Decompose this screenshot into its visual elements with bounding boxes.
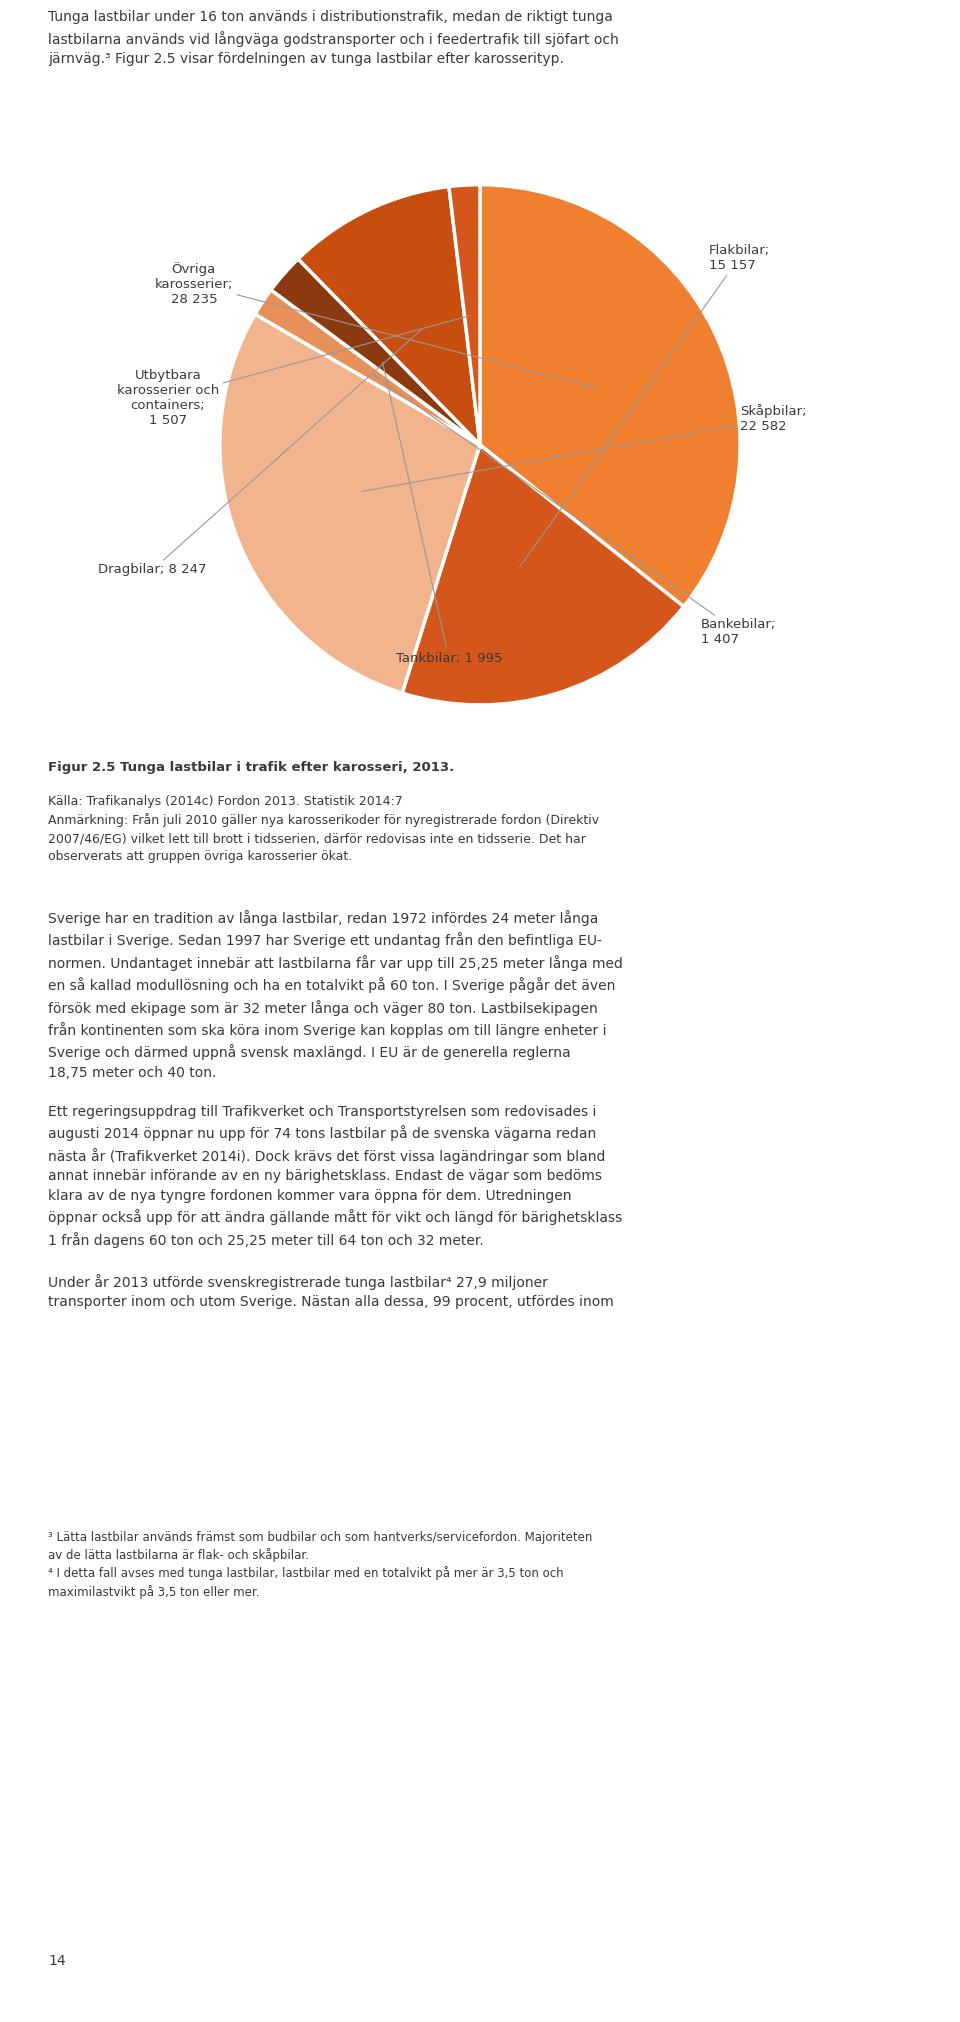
Wedge shape: [220, 313, 480, 694]
Text: Sverige har en tradition av långa lastbilar, redan 1972 infördes 24 meter långa
: Sverige har en tradition av långa lastbi…: [48, 910, 623, 1308]
Wedge shape: [480, 184, 740, 607]
Text: Tankbilar; 1 995: Tankbilar; 1 995: [383, 362, 502, 665]
Wedge shape: [298, 186, 480, 445]
Text: Dragbilar; 8 247: Dragbilar; 8 247: [98, 330, 421, 576]
Wedge shape: [271, 259, 480, 445]
Wedge shape: [402, 445, 684, 706]
Text: 14: 14: [48, 1955, 65, 1967]
Text: Skåpbilar;
22 582: Skåpbilar; 22 582: [362, 404, 806, 491]
Text: Övriga
karosserier;
28 235: Övriga karosserier; 28 235: [155, 261, 594, 388]
Wedge shape: [255, 289, 480, 445]
Text: Tunga lastbilar under 16 ton används i distributionstrafik, medan de riktigt tun: Tunga lastbilar under 16 ton används i d…: [48, 10, 619, 67]
Text: Figur 2.5 Tunga lastbilar i trafik efter karosseri, 2013.: Figur 2.5 Tunga lastbilar i trafik efter…: [48, 760, 454, 774]
Wedge shape: [449, 184, 480, 445]
Text: Bankebilar;
1 407: Bankebilar; 1 407: [373, 374, 777, 647]
Text: ³ Lätta lastbilar används främst som budbilar och som hantverks/servicefordon. M: ³ Lätta lastbilar används främst som bud…: [48, 1531, 592, 1599]
Text: Källa: Trafikanalys (2014c) Fordon 2013. Statistik 2014:7
Anmärkning: Från juli : Källa: Trafikanalys (2014c) Fordon 2013.…: [48, 795, 599, 863]
Text: Flakbilar;
15 157: Flakbilar; 15 157: [519, 243, 770, 566]
Text: Utbytbara
karosserier och
containers;
1 507: Utbytbara karosserier och containers; 1 …: [117, 315, 469, 427]
